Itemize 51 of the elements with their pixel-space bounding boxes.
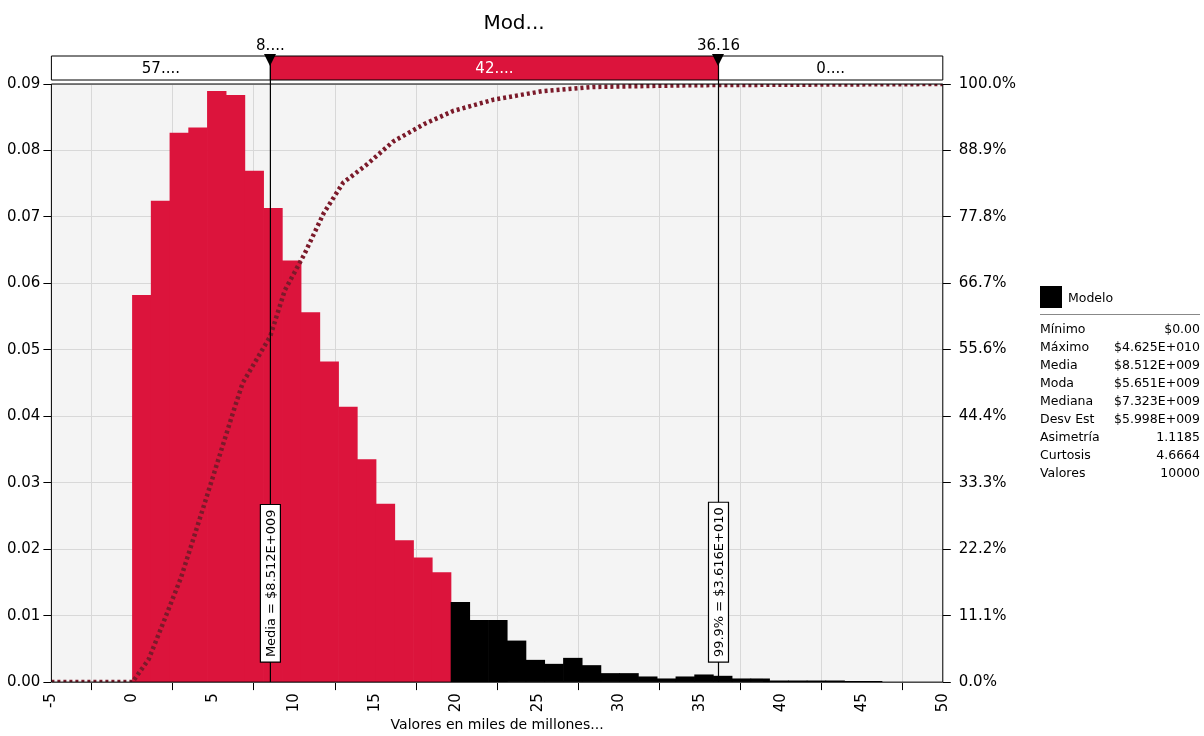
text: Mínimo $0.00: [1040, 321, 1200, 336]
y2-tick-label: 11.1%: [958, 605, 1007, 624]
x-tick-label: 30: [608, 693, 627, 713]
y-tick-label: 0.02: [6, 539, 41, 558]
text: Media $8.512E+009: [1040, 357, 1200, 372]
y2-tick-label: 0.0%: [958, 672, 997, 690]
x-tick-label: 50: [932, 693, 951, 713]
text: Moda $5.651E+009: [1040, 375, 1200, 390]
x-tick-label: 5: [203, 693, 222, 703]
y-tick-label: 0.08: [6, 140, 41, 159]
text: Asimetría 1.1185: [1040, 429, 1200, 444]
y2-tick-label: 44.4%: [958, 406, 1007, 425]
y-tick-label: 0.04: [6, 406, 41, 425]
chart-title: Mod...: [483, 10, 545, 35]
text: 8....: [256, 36, 285, 55]
text: 36.16: [697, 36, 740, 55]
x-tick-label: 25: [527, 693, 546, 713]
y-tick-label: 0.00: [6, 672, 41, 690]
x-tick-label: 20: [446, 693, 465, 713]
y-tick-label: 0.06: [6, 273, 41, 292]
y-tick-label: 0.07: [6, 206, 41, 225]
y-tick-label: 0.01: [6, 605, 41, 624]
text: 0....: [816, 58, 845, 77]
y2-tick-label: 88.9%: [958, 140, 1007, 159]
x-tick-label: 0: [122, 693, 141, 703]
y-tick-label: 0.05: [6, 339, 41, 358]
y2-tick-label: 77.8%: [958, 206, 1007, 225]
text: Curtosis 4.6664: [1040, 447, 1200, 462]
y2-tick-label: 22.2%: [958, 539, 1007, 558]
text: 42....: [475, 58, 514, 77]
text: Mediana $7.323E+009: [1040, 393, 1200, 408]
annotation: 99.9% = $3.616E+010: [710, 507, 726, 658]
ref-line-label: Media = $8.512E+009: [262, 509, 278, 658]
y-tick-label: 0.09: [6, 73, 41, 92]
text: Desv Est $5.998E+009: [1040, 411, 1200, 426]
x-axis-title: Valores en miles de millones...: [390, 716, 604, 733]
y-tick-label: 0.03: [6, 472, 41, 491]
text: Máximo $4.625E+010: [1040, 339, 1200, 354]
x-tick-label: 35: [689, 693, 708, 713]
y2-tick-label: 33.3%: [958, 472, 1007, 491]
x-tick-label: 10: [284, 693, 303, 713]
x-tick-label: 15: [365, 693, 384, 713]
text: 57....: [141, 58, 180, 77]
x-tick-label: -5: [41, 693, 60, 709]
x-tick-label: 45: [851, 693, 870, 713]
y2-tick-label: 55.6%: [958, 339, 1007, 358]
y2-tick-label: 100.0%: [958, 73, 1017, 92]
x-tick-label: 40: [770, 693, 789, 713]
legend-label: Modelo: [1068, 289, 1114, 305]
text: Valores 10000: [1040, 465, 1200, 480]
y2-tick-label: 66.7%: [958, 273, 1007, 292]
